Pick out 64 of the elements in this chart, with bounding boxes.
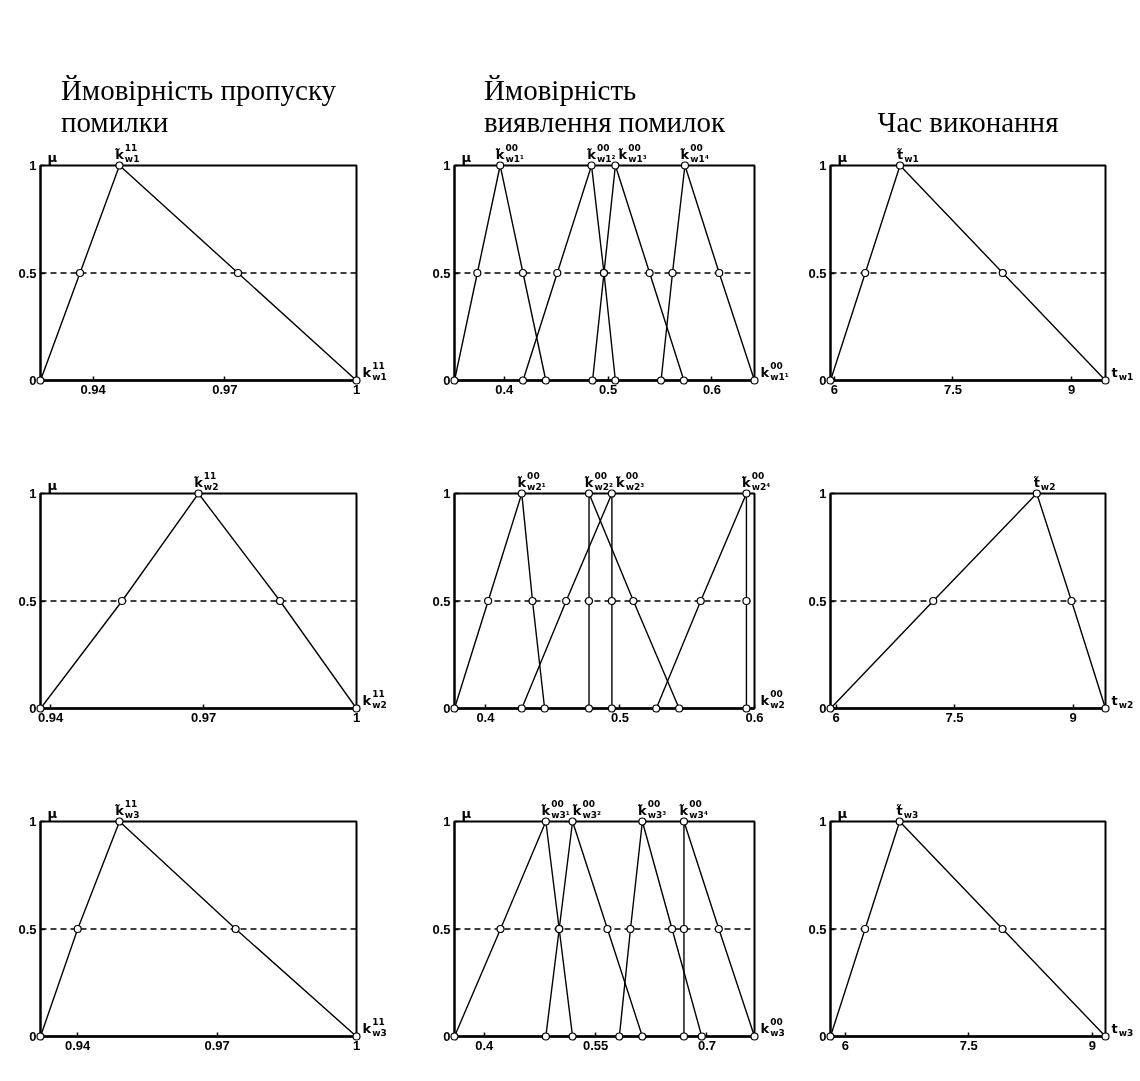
x-tick-label: 1 xyxy=(352,1037,361,1053)
x-tick-label: 0.94 xyxy=(80,381,107,397)
x-tick-label: 7.5 xyxy=(959,1037,978,1053)
y-axis-title: μ xyxy=(47,806,58,821)
x-tick-label: 6 xyxy=(832,709,840,725)
y-tick-label: 0.5 xyxy=(808,593,827,609)
y-axis-title: μ xyxy=(837,806,848,821)
x-tick-label: 0.94 xyxy=(38,709,65,725)
y-tick-label: 1 xyxy=(819,814,827,829)
y-axis-title: μ xyxy=(47,150,58,165)
x-tick-label: 0.4 xyxy=(495,381,515,397)
x-tick-label: 1 xyxy=(352,381,361,397)
x-tick-label: 0.4 xyxy=(476,709,496,725)
x-tick-label: 0.97 xyxy=(212,381,238,397)
chart-title: Час виконання xyxy=(877,106,1059,138)
x-tick-label: 0.97 xyxy=(204,1037,230,1053)
y-tick-label: 0 xyxy=(819,1029,827,1044)
y-tick-label: 0.5 xyxy=(18,593,37,609)
y-axis-title: μ xyxy=(461,150,472,165)
y-tick-label: 1 xyxy=(819,158,827,173)
x-tick-label: 6 xyxy=(841,1037,849,1053)
y-tick-label: 1 xyxy=(443,486,451,501)
x-tick-label: 0.55 xyxy=(582,1037,609,1053)
x-tick-label: 0.5 xyxy=(599,381,618,397)
y-tick-label: 0 xyxy=(29,373,37,388)
y-tick-label: 1 xyxy=(29,814,37,829)
y-tick-label: 0.5 xyxy=(808,921,827,937)
y-tick-label: 0 xyxy=(819,701,827,716)
y-tick-label: 0.5 xyxy=(808,265,827,281)
x-tick-label: 0.6 xyxy=(745,709,764,725)
y-tick-label: 0.5 xyxy=(18,265,37,281)
y-axis-title: μ xyxy=(837,150,848,165)
x-tick-label: 7.5 xyxy=(943,381,963,397)
y-tick-label: 0.5 xyxy=(18,921,37,937)
y-tick-label: 1 xyxy=(443,814,451,829)
x-tick-label: 6 xyxy=(830,381,839,397)
x-tick-label: 0.5 xyxy=(610,709,630,725)
y-axis-title: μ xyxy=(461,806,472,821)
y-tick-label: 0 xyxy=(443,701,451,716)
y-tick-label: 0 xyxy=(29,1029,37,1044)
y-tick-label: 0.5 xyxy=(432,265,451,281)
x-tick-label: 0.97 xyxy=(190,709,217,725)
y-tick-label: 0.5 xyxy=(432,593,451,609)
y-tick-label: 0 xyxy=(29,701,37,716)
x-tick-label: 0.6 xyxy=(702,381,721,397)
chart-title: Ймовірність виявлення помилок xyxy=(483,74,727,138)
x-tick-label: 0.94 xyxy=(65,1037,92,1053)
x-tick-label: 1 xyxy=(352,709,361,725)
x-tick-label: 0.4 xyxy=(475,1037,495,1053)
chart-title: Ймовірність пропуску помилки xyxy=(60,74,337,138)
x-tick-label: 9 xyxy=(1067,381,1076,397)
y-tick-label: 0.5 xyxy=(432,921,451,937)
y-tick-label: 1 xyxy=(29,158,37,173)
x-tick-label: 7.5 xyxy=(945,709,964,725)
x-tick-label: 9 xyxy=(1069,709,1077,725)
y-tick-label: 1 xyxy=(29,486,37,501)
y-tick-label: 1 xyxy=(819,486,827,501)
y-axis-title: μ xyxy=(47,478,58,493)
y-tick-label: 0 xyxy=(443,1029,451,1044)
y-tick-label: 0 xyxy=(819,373,827,388)
y-tick-label: 0 xyxy=(443,373,451,388)
y-tick-label: 1 xyxy=(443,158,451,173)
x-tick-label: 9 xyxy=(1088,1037,1096,1053)
x-tick-label: 0.7 xyxy=(697,1037,717,1053)
